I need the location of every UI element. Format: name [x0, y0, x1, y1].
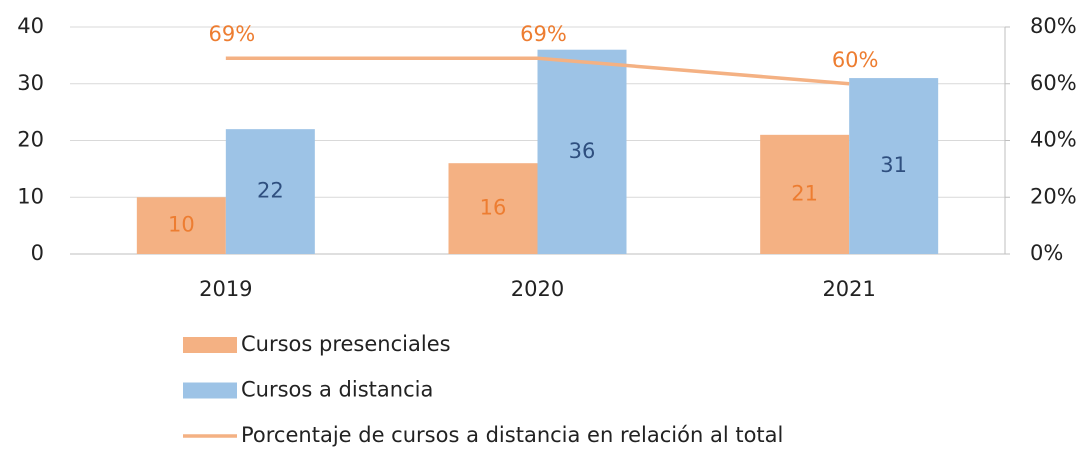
y-tick-label: 30: [17, 71, 44, 95]
bar: [760, 134, 850, 254]
bar-value-label: 31: [880, 153, 907, 177]
y-tick-label: 10: [17, 184, 44, 208]
legend-swatch: [183, 382, 237, 399]
bar-value-label: 21: [791, 181, 818, 205]
bar-value-label: 36: [569, 139, 596, 163]
x-tick-label: 2021: [822, 277, 875, 301]
line-value-label: 60%: [832, 48, 879, 72]
line: [225, 56, 850, 86]
legend-label: Cursos a distancia: [241, 378, 433, 402]
bar: [537, 49, 627, 255]
bar: [849, 78, 939, 254]
y-tick-label: 40: [17, 14, 44, 38]
bar-value-label: 22: [257, 179, 284, 203]
line-value-label: 69%: [520, 22, 567, 46]
y-tick-label: 0: [31, 241, 44, 265]
bar-value-label: 10: [168, 213, 195, 237]
x-tick-label: 2019: [199, 277, 252, 301]
line-value-label: 69%: [208, 22, 255, 46]
y2-tick-label: 80%: [1030, 14, 1077, 38]
legend-label: Porcentaje de cursos a distancia en rela…: [241, 423, 783, 447]
y2-tick-label: 60%: [1030, 71, 1077, 95]
x-tick-label: 2020: [511, 277, 564, 301]
bar: [225, 129, 315, 254]
y2-tick-label: 20%: [1030, 184, 1077, 208]
y2-tick-label: 0%: [1030, 241, 1063, 265]
y-tick-label: 20: [17, 128, 44, 152]
bar: [136, 197, 226, 254]
bar: [448, 163, 538, 254]
y2-tick-label: 40%: [1030, 128, 1077, 152]
legend-swatch: [183, 337, 237, 353]
legend-label: Cursos presenciales: [241, 332, 451, 356]
bar-value-label: 16: [480, 196, 507, 220]
